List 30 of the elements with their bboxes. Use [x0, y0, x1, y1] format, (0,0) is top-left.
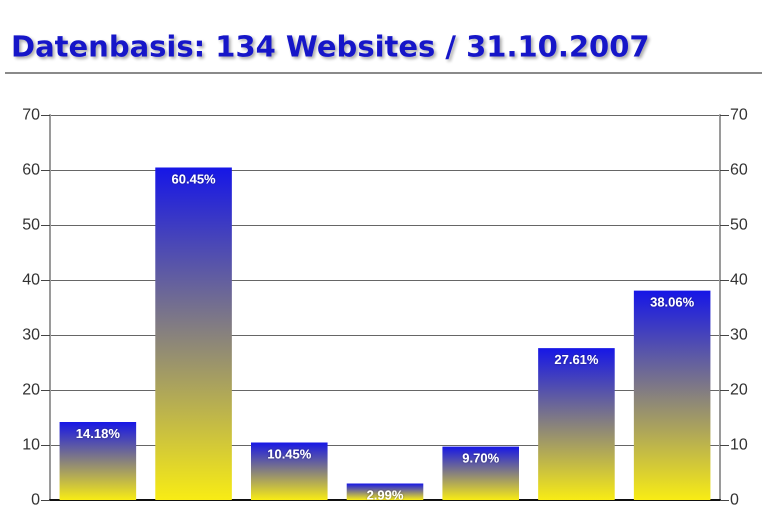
data-label: 38.06% — [650, 294, 695, 310]
y-tick-label: 50 — [22, 216, 40, 234]
y-tick-label: 70 — [22, 106, 40, 124]
y-tick-label: 40 — [22, 272, 40, 288]
y2-tick-label: 60 — [730, 162, 748, 178]
data-label: 9.70% — [462, 450, 500, 466]
y-tick-label: 30 — [22, 326, 40, 344]
y2-tick-label: 0 — [730, 492, 739, 508]
y2-tick-label: 30 — [730, 326, 748, 344]
y2-tick-label: 20 — [730, 382, 748, 398]
data-label: 2.99% — [366, 488, 404, 503]
y2-tick-label: 50 — [730, 216, 748, 234]
y-tick-label: 10 — [22, 436, 40, 454]
y2-tick-label: 70 — [730, 106, 748, 124]
data-label: 60.45% — [172, 172, 216, 187]
chart-title: Datenbasis: 134 Websites / 31.10.2007 — [11, 30, 650, 64]
y2-tick-label: 40 — [730, 272, 748, 288]
y-tick-label: 0 — [31, 492, 40, 508]
bar — [60, 422, 136, 500]
data-label: 27.61% — [554, 352, 599, 368]
bar — [442, 446, 519, 500]
y2-tick-label: 10 — [730, 436, 748, 454]
data-label: 10.45% — [267, 446, 312, 462]
y-tick-label: 60 — [22, 162, 40, 178]
bar — [251, 442, 328, 500]
bar — [538, 348, 615, 500]
bar — [634, 290, 710, 500]
bar — [155, 168, 232, 500]
y-tick-label: 20 — [22, 382, 40, 398]
data-label: 14.18% — [76, 426, 120, 442]
